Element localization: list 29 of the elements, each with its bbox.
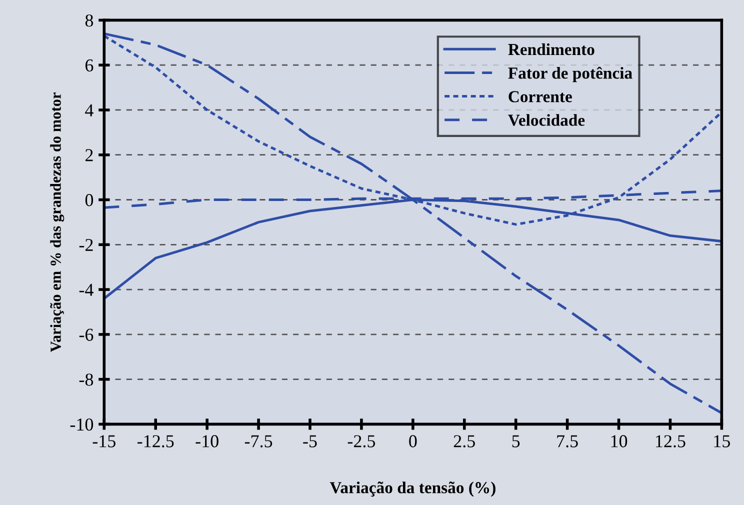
y-tick-label: -6 (79, 328, 94, 341)
x-tick-label: -2.5 (348, 435, 376, 448)
y-axis-title: Variação em % das grandezas do motor (50, 92, 64, 352)
x-tick-label: -12.5 (137, 435, 174, 448)
legend-label: Rendimento (508, 43, 594, 56)
y-tick-label: 8 (85, 14, 94, 27)
y-tick-label: -10 (70, 418, 94, 431)
y-tick-label: 0 (85, 194, 94, 206)
y-tick-label: 6 (85, 59, 94, 72)
x-tick-label: -10 (196, 435, 218, 448)
legend-label: Fator de potência (508, 66, 632, 82)
x-tick-label: -5 (303, 435, 317, 448)
x-tick-label: 7.5 (557, 435, 578, 448)
x-tick-label: 0 (409, 435, 417, 448)
x-axis-title: Variação da tensão (%) (330, 482, 496, 497)
x-tick-label: -15 (92, 435, 116, 448)
y-tick-label: -8 (79, 374, 94, 386)
legend-label: Velocidade (508, 114, 585, 126)
y-tick-label: -2 (79, 238, 93, 251)
x-tick-label: 2.5 (454, 435, 475, 448)
x-tick-label: -7.5 (244, 435, 272, 448)
x-tick-label: 15 (714, 435, 730, 448)
y-tick-label: 2 (86, 149, 93, 162)
legend-label: Corrente (508, 91, 572, 102)
y-tick-label: 4 (85, 104, 94, 116)
x-tick-label: 10 (611, 435, 628, 448)
y-tick-label: -4 (79, 284, 94, 296)
x-tick-label: 5 (512, 435, 520, 448)
x-tick-label: 12.5 (656, 435, 686, 448)
